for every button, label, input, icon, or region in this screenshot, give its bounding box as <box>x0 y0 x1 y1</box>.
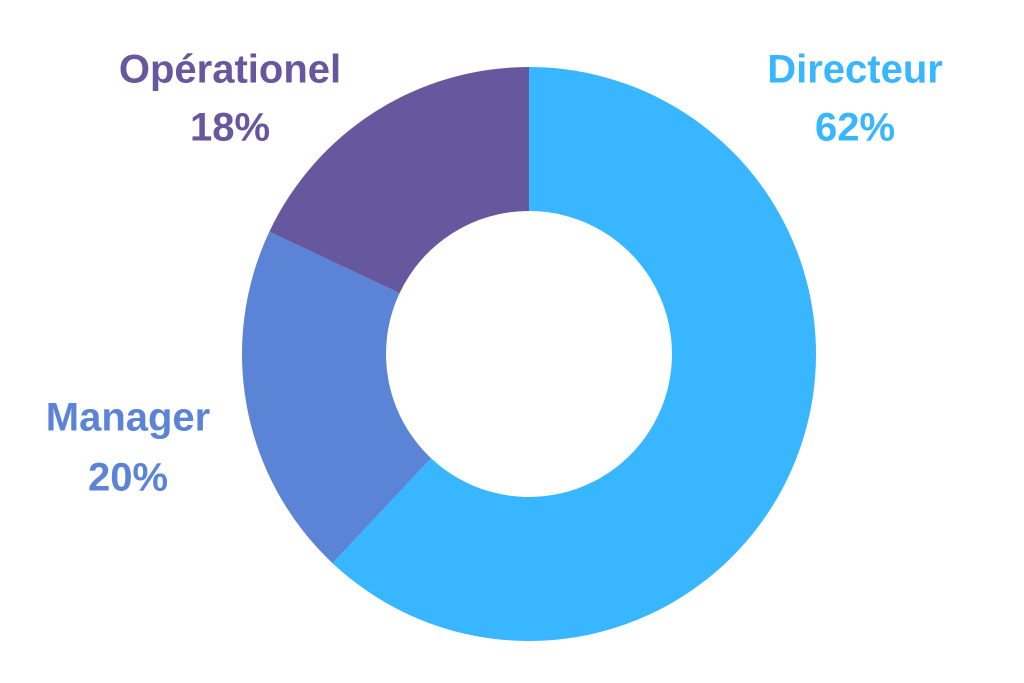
slice-label: Manager <box>46 396 211 440</box>
slice-label: Directeur <box>767 48 943 92</box>
slice-value-label: 20% <box>88 456 168 500</box>
slice-value-label: 62% <box>815 106 895 150</box>
slice-value-label: 18% <box>190 106 270 150</box>
slice-label: Opérationel <box>119 48 341 92</box>
donut-slice <box>269 66 529 294</box>
donut-slice <box>242 231 432 564</box>
donut-slice <box>332 67 817 641</box>
